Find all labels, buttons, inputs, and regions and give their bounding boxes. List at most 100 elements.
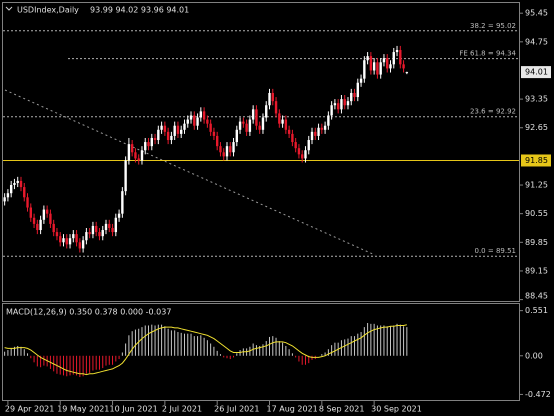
candle-body — [75, 234, 78, 243]
x-tick-label: 30 Sep 2021 — [371, 405, 422, 414]
candle-body — [317, 127, 320, 136]
candle-body — [13, 182, 16, 186]
y-tick-label: 89.85 — [525, 238, 548, 247]
candle-body — [134, 152, 137, 159]
y-tick-label: 94.75 — [525, 37, 548, 46]
candle-body — [405, 72, 409, 74]
candle-body — [382, 58, 386, 63]
candle-body — [310, 131, 314, 141]
candle-body — [49, 213, 52, 224]
candle-body — [232, 142, 235, 153]
y-tick-label: 93.35 — [525, 95, 548, 104]
y-tick-label: 92.65 — [525, 123, 548, 132]
candle-body — [301, 154, 304, 159]
candle-body — [271, 92, 274, 102]
candle-body — [121, 191, 124, 214]
candle-body — [333, 103, 337, 106]
candle-body — [222, 152, 225, 157]
chart-title: USDIndex,Daily — [17, 6, 79, 15]
y-tick-label: 91.25 — [525, 181, 548, 190]
candle-body — [94, 225, 98, 233]
candle-body — [376, 62, 379, 75]
candle-body — [369, 56, 373, 71]
candle-body — [186, 119, 189, 124]
candle-body — [291, 133, 294, 143]
candle-body — [265, 105, 268, 118]
price-box — [521, 66, 551, 79]
candle-body — [261, 117, 265, 130]
candle-body — [81, 240, 85, 249]
candle-body — [42, 209, 46, 220]
candle-body — [343, 99, 346, 106]
candle-body — [62, 238, 65, 243]
candle-body — [183, 123, 186, 130]
candle-body — [189, 115, 193, 120]
candle-body — [363, 60, 366, 79]
fib-level-label: 23.6 = 92.92 — [470, 108, 516, 116]
y-tick-label: 90.55 — [525, 209, 548, 218]
macd-title: MACD(12,26,9) 0.350 0.378 0.000 -0.037 — [6, 308, 171, 317]
candle-body — [150, 137, 153, 147]
candle-body — [173, 125, 176, 136]
fib-level-label: 0.0 = 89.51 — [475, 247, 517, 255]
candle-body — [45, 209, 49, 214]
candle-body — [336, 103, 340, 110]
candle-body — [219, 146, 222, 153]
candle-body — [314, 131, 317, 136]
candle-body — [55, 232, 59, 237]
candle-body — [255, 109, 258, 126]
candle-body — [372, 62, 376, 71]
candle-body — [274, 101, 278, 114]
candle-body — [206, 119, 209, 124]
candle-body — [225, 146, 229, 157]
candle-body — [91, 225, 95, 235]
candle-body — [251, 109, 255, 120]
candle-body — [176, 125, 180, 134]
candle-body — [212, 131, 216, 136]
x-tick-label: 26 Jul 2021 — [214, 405, 259, 414]
candle-body — [147, 142, 150, 147]
candle-body — [117, 213, 121, 218]
candle-body — [101, 230, 104, 237]
candle-body — [202, 111, 206, 120]
candle-body — [144, 142, 147, 151]
candle-body — [166, 131, 170, 141]
candle-body — [392, 52, 395, 65]
candle-body — [130, 144, 134, 153]
candle-body — [196, 117, 199, 126]
candle-body — [29, 207, 32, 218]
candle-body — [68, 238, 72, 245]
candle-body — [111, 227, 114, 233]
candle-body — [399, 50, 402, 65]
candle-body — [160, 125, 163, 130]
candle-body — [108, 223, 111, 228]
candle-body — [114, 217, 118, 233]
y-tick-label: 89.15 — [525, 266, 548, 275]
candle-body — [16, 180, 19, 183]
candle-body — [235, 129, 239, 143]
candle-body — [32, 217, 36, 224]
candle-body — [307, 140, 310, 151]
candle-body — [19, 180, 23, 188]
candle-body — [323, 125, 327, 130]
candle-body — [140, 150, 144, 161]
x-tick-label: 10 Jun 2021 — [110, 405, 158, 414]
x-tick-label: 17 Aug 2021 — [267, 405, 318, 414]
fib-level-label: FE 61.8 = 94.34 — [459, 50, 516, 58]
candle-body — [379, 62, 382, 75]
candle-body — [39, 219, 42, 231]
candle-body — [3, 197, 6, 202]
candle-body — [193, 115, 196, 126]
current-price-label: 94.01 — [525, 68, 548, 77]
x-tick-label: 29 Apr 2021 — [5, 405, 54, 414]
candle-body — [137, 158, 140, 161]
ohlc-text: 93.99 94.02 93.96 94.01 — [90, 6, 189, 15]
candle-body — [294, 142, 297, 149]
candle-body — [340, 99, 343, 110]
x-tick-label: 2 Jul 2021 — [162, 405, 202, 414]
y-tick-label: -0.472 — [525, 390, 551, 399]
y-tick-label: 88.45 — [525, 292, 548, 301]
candle-body — [229, 146, 232, 153]
y-tick-label: 95.45 — [525, 9, 548, 18]
candle-body — [36, 223, 39, 231]
